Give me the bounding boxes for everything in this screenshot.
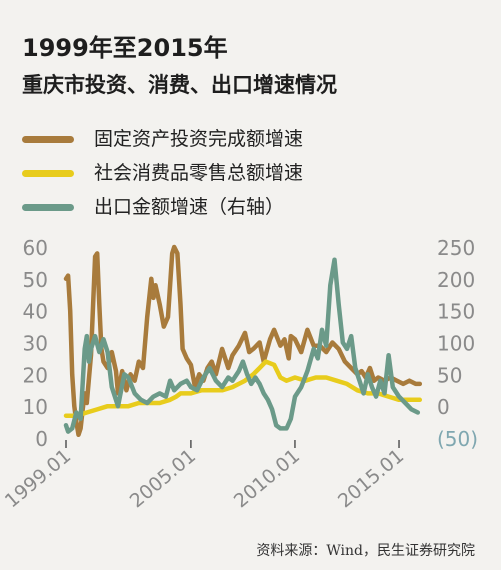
chart-title: 1999年至2015年 (22, 34, 228, 62)
x-tick-label: 2015.01 (334, 445, 408, 512)
y-left-tick-label: 50 (23, 268, 48, 292)
y-left-tick-label: 10 (23, 395, 48, 419)
y-right-tick-label: 50 (437, 363, 462, 387)
series-line-export (63, 257, 421, 434)
y-left-tick-label: 40 (23, 300, 48, 324)
y-right-tick-label: 100 (437, 332, 475, 356)
legend-swatch-investment (22, 135, 74, 143)
legend-label-consumption: 社会消费品零售总额增速 (94, 161, 304, 184)
legend-item-consumption: 社会消费品零售总额增速 (22, 156, 303, 190)
legend-swatch-export (22, 203, 74, 211)
legend-item-investment: 固定资产投资完成额增速 (22, 122, 303, 156)
series-line-consumption (63, 359, 423, 418)
y-left-tick-label: 0 (35, 427, 48, 451)
x-tick-label: 1999.01 (1, 445, 75, 512)
legend-label-export: 出口金额增速（右轴） (94, 195, 285, 218)
legend-label-investment: 固定资产投资完成额增速 (94, 127, 304, 150)
chart-legend: 固定资产投资完成额增速 社会消费品零售总额增速 出口金额增速（右轴） (22, 122, 303, 224)
series-line-investment (63, 244, 423, 438)
x-tick-label: 2010.01 (230, 445, 304, 512)
x-tick-label: 2005.01 (126, 445, 200, 512)
source-note: 资料来源：Wind，民生证券研究院 (256, 543, 475, 559)
y-right-tick-label: 0 (437, 395, 450, 419)
legend-item-export: 出口金额增速（右轴） (22, 190, 303, 224)
y-left-tick-label: 30 (23, 332, 48, 356)
legend-swatch-consumption (22, 169, 74, 177)
y-left-tick-label: 20 (23, 363, 48, 387)
y-left-tick-label: 60 (23, 236, 48, 260)
y-right-tick-label: 150 (437, 300, 475, 324)
y-right-tick-label: 200 (437, 268, 475, 292)
chart-subtitle: 重庆市投资、消费、出口增速情况 (22, 73, 337, 97)
y-right-tick-label: 250 (437, 236, 475, 260)
y-right-tick-label: (50) (437, 427, 478, 451)
